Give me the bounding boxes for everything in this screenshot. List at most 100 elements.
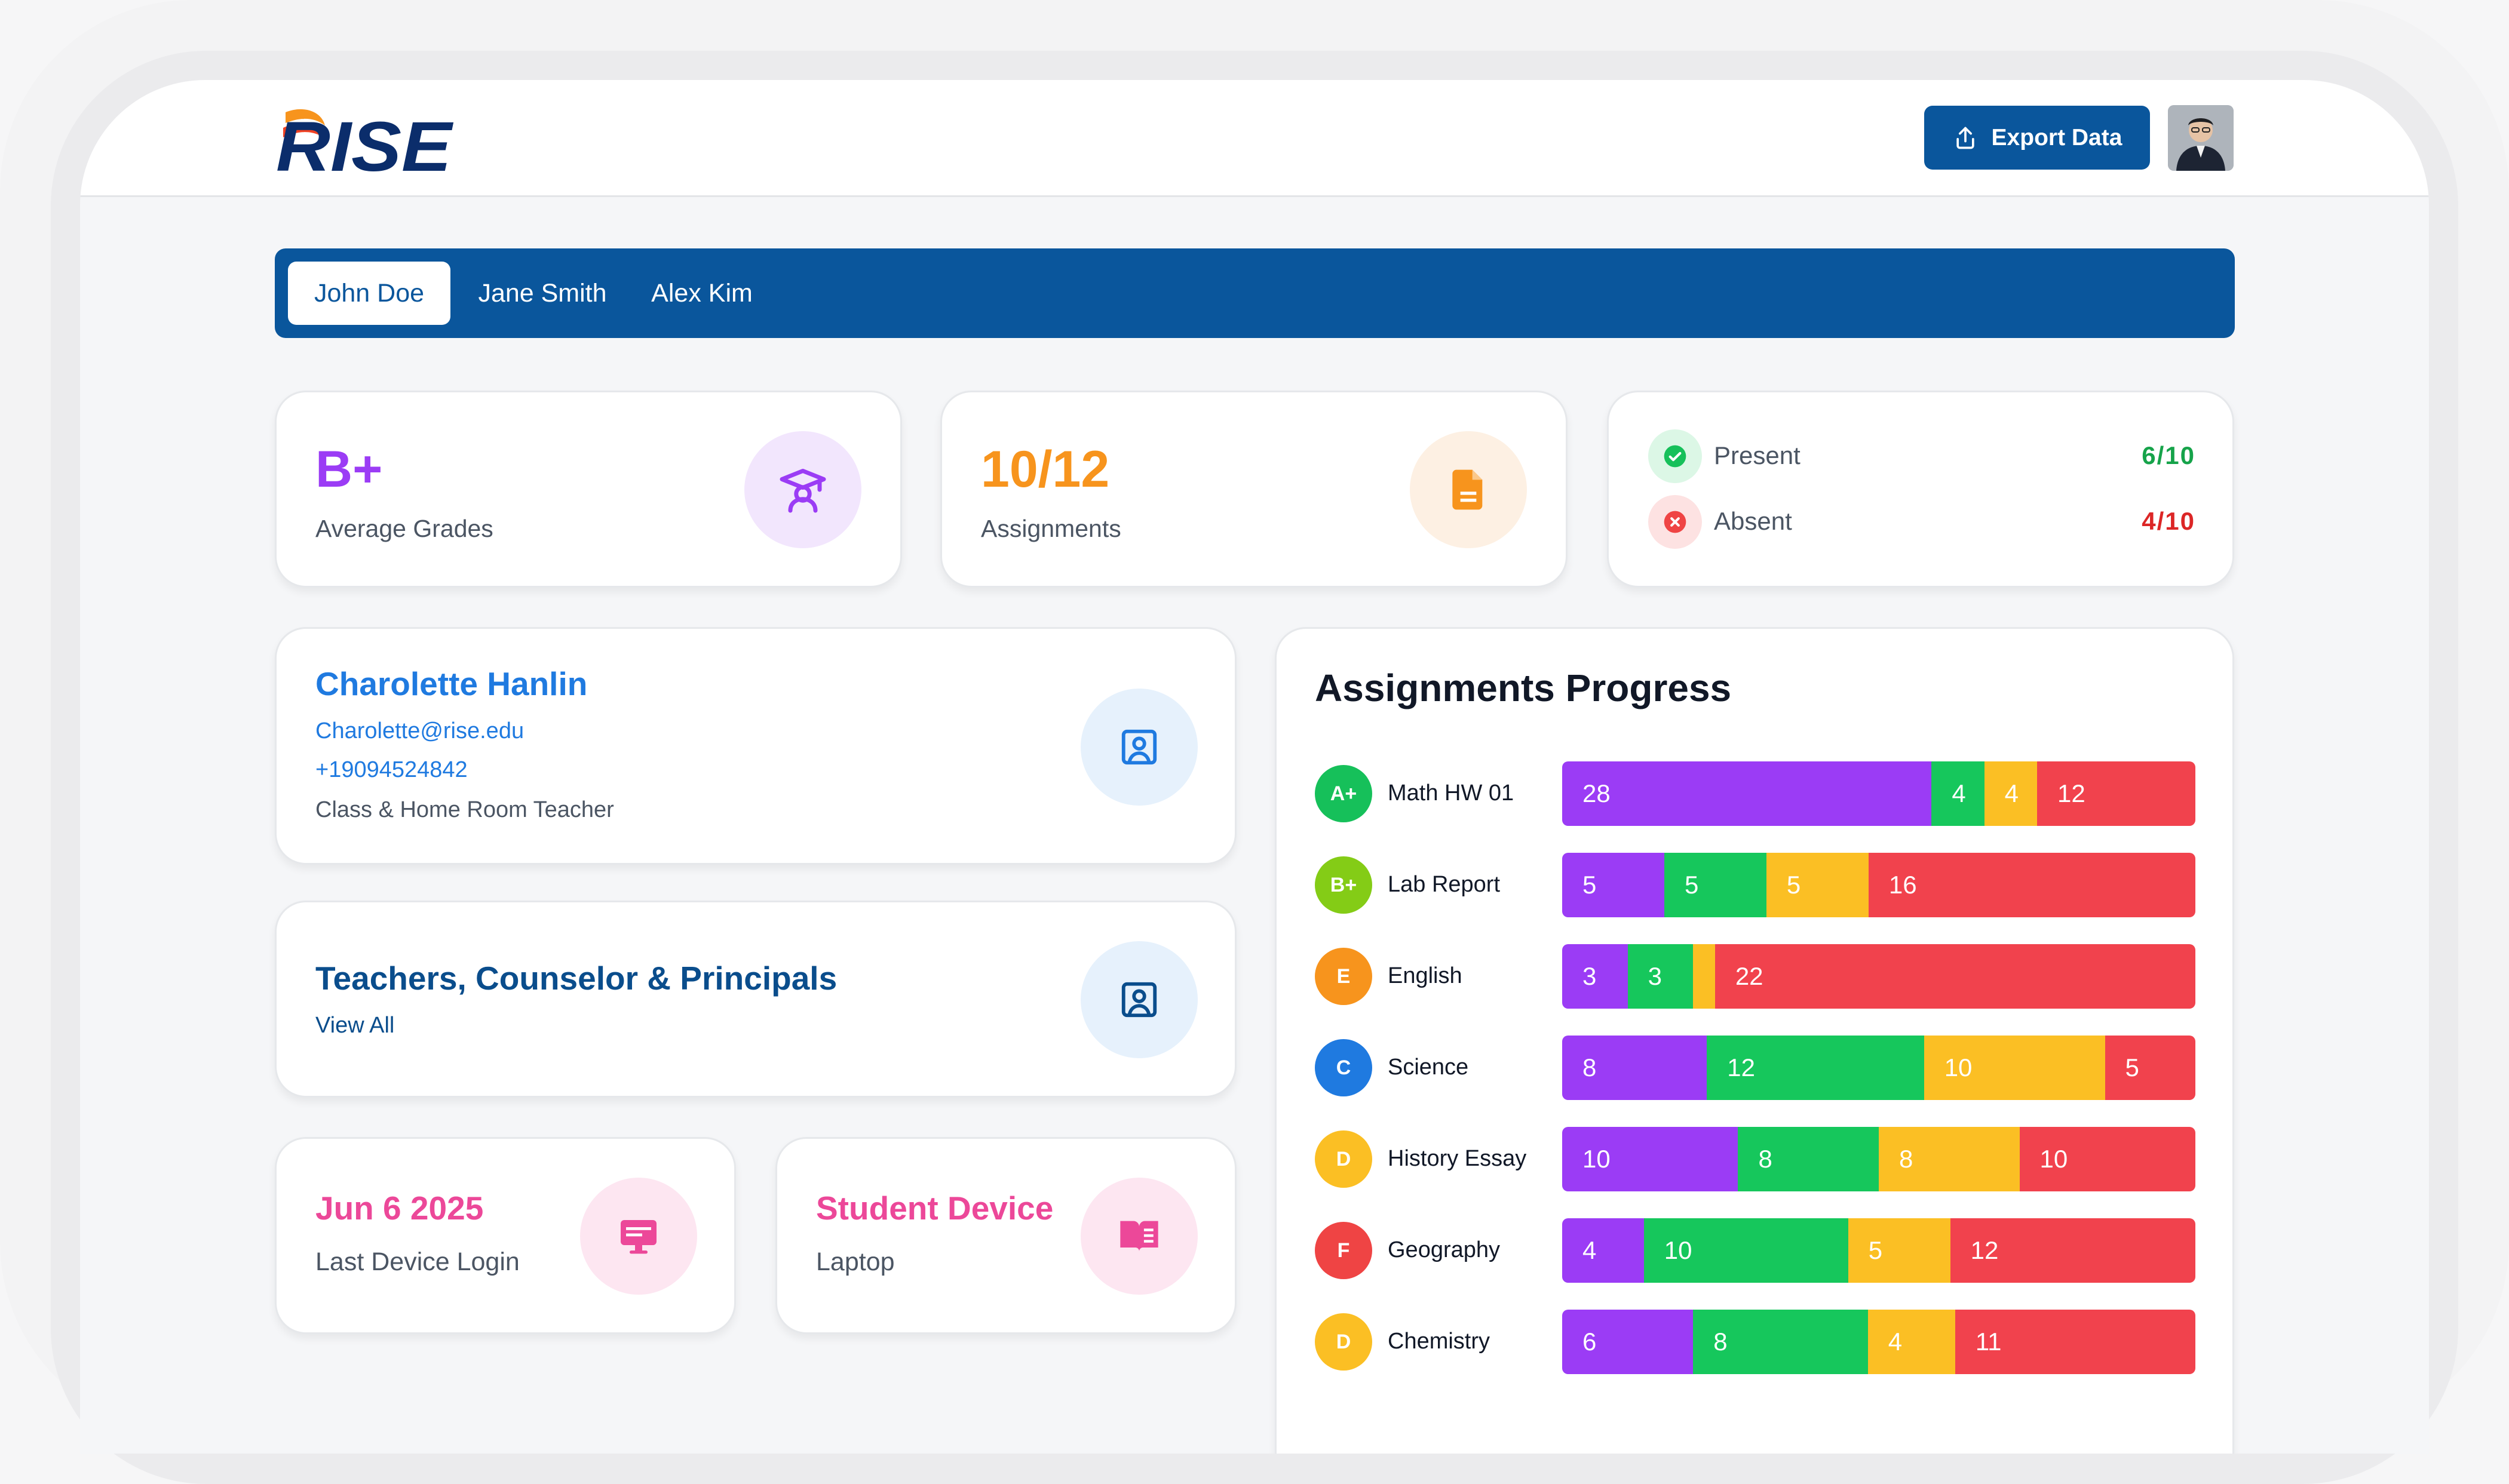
- bar-segment: 6: [1562, 1310, 1694, 1374]
- assignments-card: 10/12 Assignments: [940, 391, 1568, 588]
- bar-segment: 1: [1693, 944, 1715, 1009]
- bar-segment: 16: [1868, 853, 2195, 917]
- check-circle-icon: [1664, 445, 1686, 468]
- device-login-card: Jun 6 2025 Last Device Login: [275, 1137, 736, 1334]
- book-icon-circle: [1081, 1178, 1198, 1295]
- student-tabs: John Doe Jane Smith Alex Kim: [275, 248, 2235, 338]
- absent-row: Absent 4/10: [1648, 495, 2195, 549]
- logo-text: RISE: [276, 107, 454, 176]
- avatar-photo-icon: [2168, 105, 2234, 171]
- tab-john-doe[interactable]: John Doe: [288, 262, 450, 325]
- view-all-link[interactable]: View All: [315, 1013, 395, 1038]
- stacked-bar: 4 10 5 12: [1562, 1218, 2195, 1283]
- document-icon-circle: [1410, 431, 1527, 548]
- average-grades-label: Average Grades: [315, 515, 493, 542]
- average-grade-value: B+: [315, 441, 383, 498]
- tab-jane-smith[interactable]: Jane Smith: [478, 279, 607, 308]
- present-dot: [1648, 429, 1702, 483]
- bar-segment: 10: [1924, 1036, 2105, 1100]
- grade-badge: D: [1315, 1313, 1372, 1371]
- bar-segment: 10: [1562, 1127, 1738, 1191]
- progress-row: E English 33122: [1315, 944, 2195, 1009]
- user-avatar[interactable]: [2168, 105, 2234, 171]
- bar-segment: 12: [1950, 1218, 2195, 1283]
- staff-card[interactable]: Teachers, Counselor & Principals View Al…: [275, 901, 1237, 1098]
- bar-segment: 12: [1707, 1036, 1924, 1100]
- bar-segment: 8: [1562, 1036, 1707, 1100]
- stacked-bar: 8 12 10 5: [1562, 1036, 2195, 1100]
- teacher-role: Class & Home Room Teacher: [315, 797, 614, 822]
- open-book-icon: [1120, 1221, 1158, 1252]
- bar-segment: 8: [1693, 1310, 1868, 1374]
- bar-segment: 11: [1955, 1310, 2195, 1374]
- progress-row: D History Essay 10 8 8 10: [1315, 1127, 2195, 1191]
- staff-icon-circle[interactable]: [1081, 941, 1198, 1058]
- assignments-label: Assignments: [981, 515, 1121, 542]
- graduate-icon-circle: [744, 431, 861, 548]
- assignment-name: English: [1388, 963, 1462, 988]
- bar-segment: 4: [1931, 761, 1984, 826]
- rise-logo: RISE: [276, 107, 454, 176]
- assignment-name: Science: [1388, 1055, 1469, 1080]
- bar-segment: 8: [1738, 1127, 1879, 1191]
- student-device-card: Student Device Laptop: [775, 1137, 1237, 1334]
- student-device-title: Student Device: [816, 1190, 1054, 1227]
- tab-alex-kim[interactable]: Alex Kim: [651, 279, 753, 308]
- progress-row: D Chemistry 6 8 4 11: [1315, 1310, 2195, 1374]
- bar-segment: 3: [1627, 944, 1694, 1009]
- assignment-name: Lab Report: [1388, 872, 1501, 897]
- absent-value: 4/10: [2142, 507, 2195, 535]
- present-row: Present 6/10: [1648, 429, 2195, 483]
- device-login-date: Jun 6 2025: [315, 1190, 484, 1227]
- bar-segment: 4: [1867, 1310, 1955, 1374]
- assignment-name: History Essay: [1388, 1146, 1527, 1171]
- present-label: Present: [1714, 441, 1801, 469]
- bar-segment: 5: [2105, 1036, 2195, 1100]
- export-data-label: Export Data: [1991, 124, 2122, 150]
- contact-portrait-icon: [1121, 982, 1157, 1018]
- monitor-icon-circle: [580, 1178, 697, 1295]
- progress-row: B+ Lab Report 5 5 5 16: [1315, 853, 2195, 917]
- progress-row: A+ Math HW 01 28 4 4 12: [1315, 761, 2195, 826]
- progress-row: C Science 8 12 10 5: [1315, 1036, 2195, 1100]
- bar-segment: 4: [1984, 761, 2037, 826]
- teacher-phone[interactable]: +19094524842: [315, 757, 468, 782]
- attendance-card: Present 6/10 Absent 4/10: [1607, 391, 2234, 588]
- bar-segment: 5: [1664, 853, 1766, 917]
- export-data-button[interactable]: Export Data: [1924, 106, 2150, 170]
- document-icon: [1452, 469, 1483, 510]
- average-grades-card: B+ Average Grades: [275, 391, 902, 588]
- bar-segment: 10: [2019, 1127, 2195, 1191]
- bar-segment: 22: [1714, 944, 2195, 1009]
- bar-segment: 28: [1562, 761, 1932, 826]
- grade-badge: F: [1315, 1222, 1372, 1279]
- stacked-bar: 10 8 8 10: [1562, 1127, 2195, 1191]
- absent-dot: [1648, 495, 1702, 549]
- grade-badge: E: [1315, 948, 1372, 1005]
- bar-segment: 10: [1643, 1218, 1848, 1283]
- grade-badge: B+: [1315, 856, 1372, 914]
- stacked-bar: 6 8 4 11: [1562, 1310, 2195, 1374]
- graduate-icon: [780, 469, 826, 513]
- progress-row: F Geography 4 10 5 12: [1315, 1218, 2195, 1283]
- app-screen: RISE Export Data John Doe Jane Smith: [80, 80, 2429, 1454]
- teacher-contact-icon-circle[interactable]: [1081, 689, 1198, 806]
- stacked-bar: 33122: [1562, 944, 2195, 1009]
- monitor-icon: [621, 1220, 657, 1254]
- bar-segment: 5: [1562, 853, 1664, 917]
- teacher-email[interactable]: Charolette@rise.edu: [315, 718, 525, 743]
- stacked-bar: 5 5 5 16: [1562, 853, 2195, 917]
- grade-badge: A+: [1315, 765, 1372, 822]
- bar-segment: 5: [1766, 853, 1869, 917]
- teacher-name[interactable]: Charolette Hanlin: [315, 665, 588, 702]
- stacked-bar: 28 4 4 12: [1562, 761, 2195, 826]
- teacher-card[interactable]: Charolette Hanlin Charolette@rise.edu +1…: [275, 627, 1237, 865]
- present-value: 6/10: [2142, 441, 2195, 469]
- assignment-name: Math HW 01: [1388, 781, 1514, 806]
- grade-badge: C: [1315, 1039, 1372, 1096]
- assignments-progress-card: Assignments Progress A+ Math HW 01 28 4 4 12 B…: [1275, 627, 2234, 1454]
- export-icon: [1956, 127, 1974, 149]
- student-device-type: Laptop: [816, 1248, 895, 1276]
- grade-badge: D: [1315, 1130, 1372, 1188]
- bar-segment: 12: [2036, 761, 2195, 826]
